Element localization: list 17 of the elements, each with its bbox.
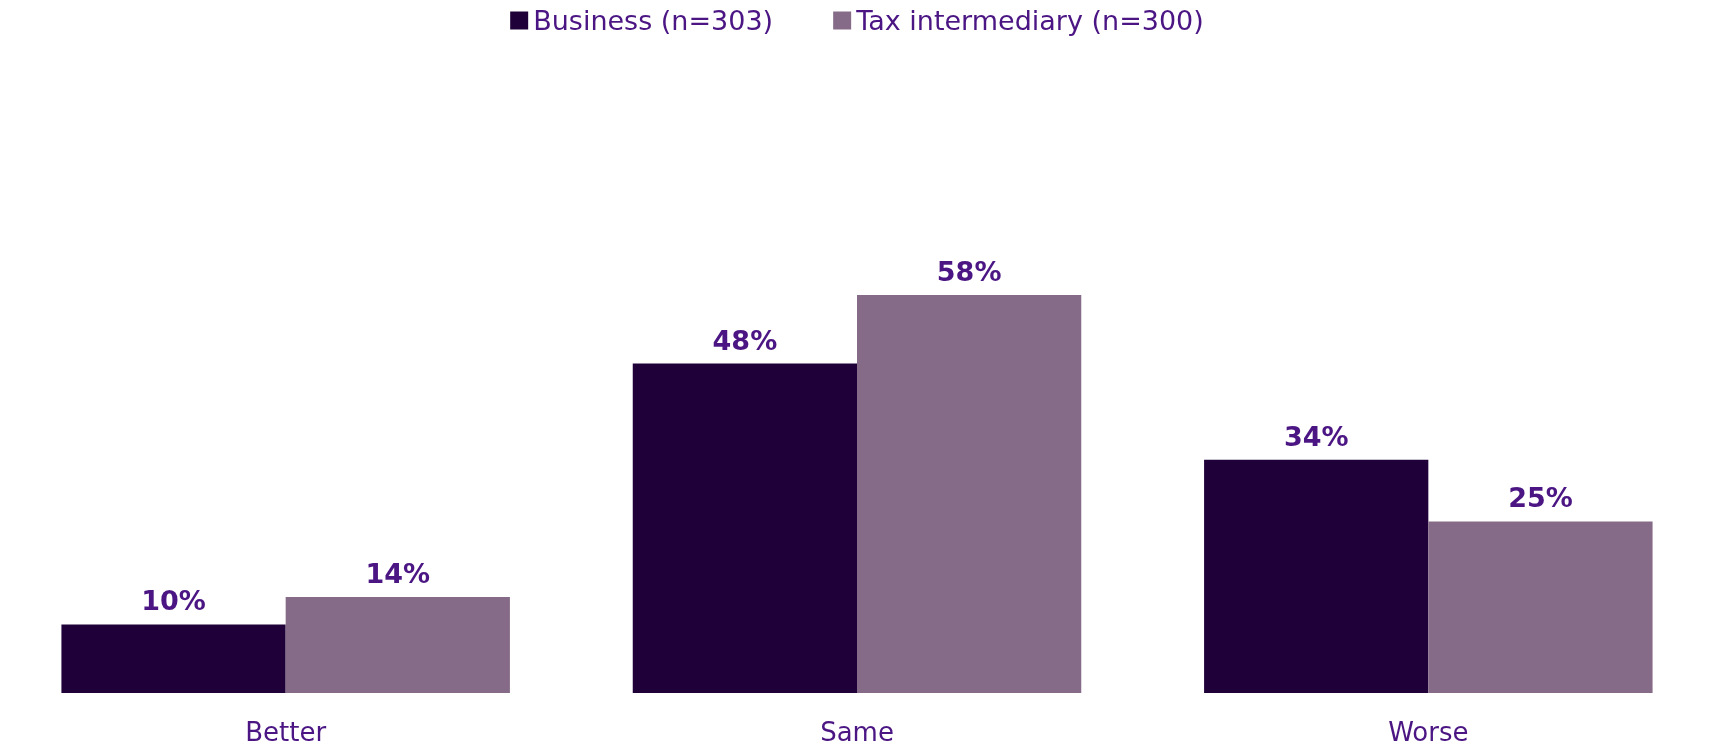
bar xyxy=(1428,521,1653,693)
bar xyxy=(285,596,510,693)
bar xyxy=(857,295,1082,693)
x-tick-label: Better xyxy=(245,717,327,747)
data-label: 25% xyxy=(1508,482,1573,514)
data-label: 34% xyxy=(1283,420,1349,452)
x-tick-label: Worse xyxy=(1388,717,1469,747)
bar xyxy=(632,363,857,693)
bar xyxy=(1204,459,1429,693)
data-label: 58% xyxy=(936,256,1002,287)
data-label: 10% xyxy=(141,585,206,617)
legend-label: Business (n=303) xyxy=(533,5,774,36)
data-label: 14% xyxy=(365,557,431,589)
bar xyxy=(61,624,286,693)
x-tick-label: Same xyxy=(820,717,894,747)
legend-label: Tax intermediary (n=300) xyxy=(855,5,1204,36)
data-label: 48% xyxy=(712,324,778,356)
